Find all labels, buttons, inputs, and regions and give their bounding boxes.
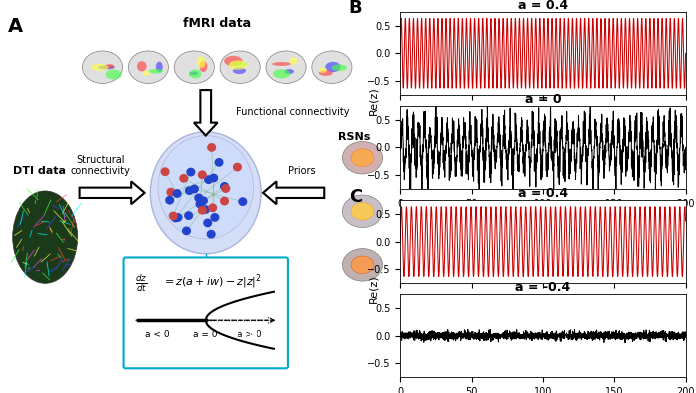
Ellipse shape <box>106 70 122 79</box>
Ellipse shape <box>196 57 206 68</box>
Text: $\frac{dz}{dt}$: $\frac{dz}{dt}$ <box>135 272 148 294</box>
Ellipse shape <box>230 62 247 66</box>
Circle shape <box>209 204 216 211</box>
Text: Priors: Priors <box>287 166 315 176</box>
Ellipse shape <box>150 132 261 254</box>
Ellipse shape <box>128 51 168 83</box>
Ellipse shape <box>332 64 347 71</box>
Ellipse shape <box>82 51 122 83</box>
Ellipse shape <box>351 149 374 167</box>
Ellipse shape <box>149 69 163 73</box>
Text: fMRI data: fMRI data <box>183 17 251 30</box>
Title: a = -0.4: a = -0.4 <box>515 281 571 294</box>
Ellipse shape <box>319 67 326 73</box>
Ellipse shape <box>319 70 333 76</box>
Ellipse shape <box>266 51 306 83</box>
Circle shape <box>211 214 219 221</box>
Ellipse shape <box>13 191 78 283</box>
Ellipse shape <box>351 256 374 274</box>
Ellipse shape <box>273 69 290 79</box>
Circle shape <box>180 174 188 182</box>
Ellipse shape <box>174 51 214 83</box>
Circle shape <box>172 214 180 222</box>
Circle shape <box>215 159 223 166</box>
Circle shape <box>202 206 209 213</box>
Ellipse shape <box>137 61 147 72</box>
Ellipse shape <box>143 70 150 76</box>
Circle shape <box>187 168 195 176</box>
Ellipse shape <box>342 249 383 281</box>
Circle shape <box>167 188 175 196</box>
Ellipse shape <box>351 202 374 220</box>
Polygon shape <box>194 90 218 136</box>
Circle shape <box>191 185 198 193</box>
Ellipse shape <box>104 64 114 68</box>
Circle shape <box>221 183 228 190</box>
Text: a = 0: a = 0 <box>193 330 218 339</box>
Ellipse shape <box>285 69 294 74</box>
FancyBboxPatch shape <box>124 257 288 368</box>
Circle shape <box>221 197 228 205</box>
Circle shape <box>200 197 207 204</box>
Circle shape <box>161 168 169 175</box>
Circle shape <box>210 174 218 182</box>
Circle shape <box>222 185 230 192</box>
Text: Structural
connectivity: Structural connectivity <box>71 154 131 176</box>
Circle shape <box>198 171 206 178</box>
Circle shape <box>234 163 242 171</box>
Text: B: B <box>349 0 363 17</box>
Ellipse shape <box>342 141 383 174</box>
Circle shape <box>185 212 193 219</box>
Circle shape <box>239 198 246 205</box>
Text: A: A <box>8 17 23 36</box>
Title: a = 0: a = 0 <box>525 93 561 106</box>
Text: Functional connectivity: Functional connectivity <box>237 107 350 117</box>
Ellipse shape <box>272 62 291 66</box>
Polygon shape <box>263 181 324 204</box>
Text: a > 0: a > 0 <box>237 330 262 339</box>
Ellipse shape <box>200 61 207 72</box>
Ellipse shape <box>156 62 163 72</box>
Ellipse shape <box>98 65 115 69</box>
Ellipse shape <box>220 51 260 83</box>
Ellipse shape <box>189 70 202 79</box>
Circle shape <box>207 231 215 238</box>
Polygon shape <box>79 181 145 204</box>
Ellipse shape <box>325 62 340 72</box>
Circle shape <box>198 207 206 214</box>
Title: a = 0.4: a = 0.4 <box>518 187 568 200</box>
Ellipse shape <box>312 51 352 83</box>
Circle shape <box>174 214 182 221</box>
Text: RSNs: RSNs <box>338 132 370 142</box>
Circle shape <box>169 212 177 220</box>
Text: a < 0: a < 0 <box>145 330 170 339</box>
Circle shape <box>205 176 212 184</box>
Ellipse shape <box>290 57 297 65</box>
Ellipse shape <box>342 195 383 228</box>
Circle shape <box>196 200 204 208</box>
Text: Re(z): Re(z) <box>369 86 379 115</box>
Text: C: C <box>349 187 362 206</box>
Ellipse shape <box>233 67 246 74</box>
Circle shape <box>195 194 203 202</box>
Ellipse shape <box>189 72 198 75</box>
X-axis label: t (a.u.): t (a.u.) <box>524 210 562 220</box>
Circle shape <box>186 187 193 194</box>
Circle shape <box>182 227 190 235</box>
Ellipse shape <box>90 64 109 71</box>
Text: DTI data: DTI data <box>13 165 65 176</box>
Title: a = 0.4: a = 0.4 <box>518 0 568 12</box>
Ellipse shape <box>229 61 248 70</box>
Text: Re(z): Re(z) <box>369 274 379 303</box>
Ellipse shape <box>158 136 253 239</box>
Text: $= z(a + iw) - z|z|^2$: $= z(a + iw) - z|z|^2$ <box>161 272 262 291</box>
Circle shape <box>204 219 212 227</box>
Circle shape <box>208 144 216 151</box>
Ellipse shape <box>224 56 242 66</box>
Circle shape <box>173 190 181 197</box>
Circle shape <box>166 196 173 204</box>
